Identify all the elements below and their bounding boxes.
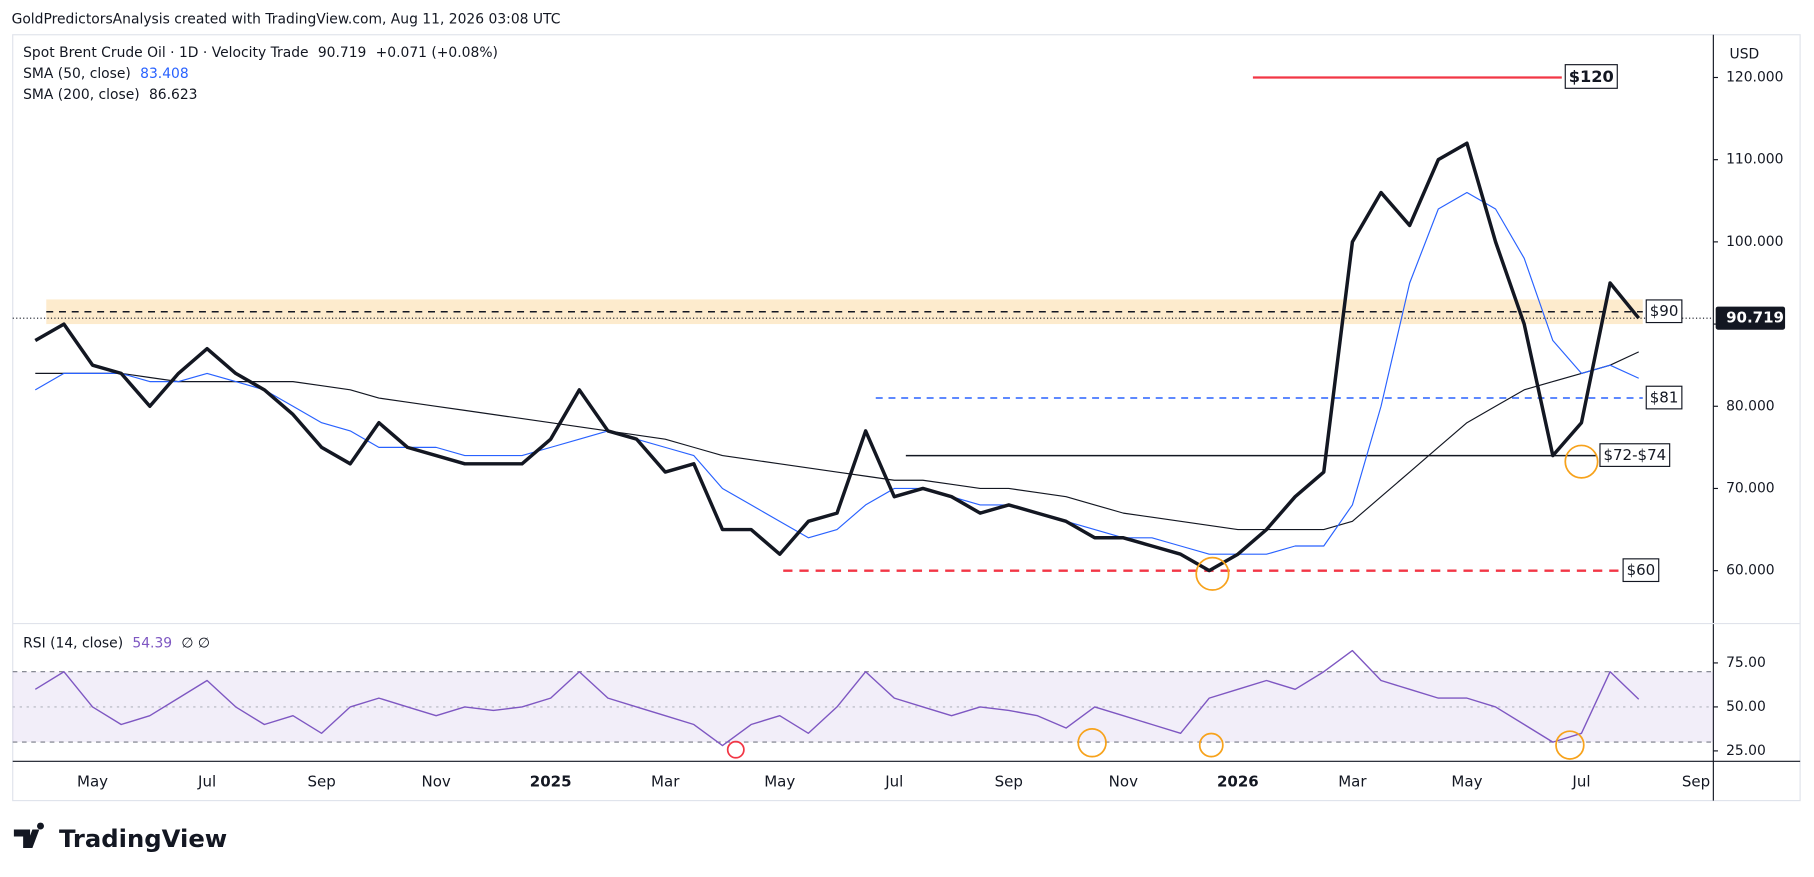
level-label-box: [1564, 64, 1618, 89]
x-tick-label: Nov: [421, 773, 450, 791]
level-label-box: [1645, 385, 1683, 410]
level-label: $120: [1569, 67, 1614, 86]
y-tick-label: 120.000: [1726, 69, 1783, 85]
series-line: [34, 141, 1641, 573]
logo-icon: [13, 822, 44, 849]
series-line: [34, 191, 1639, 555]
x-tick-label: May: [764, 773, 795, 791]
x-tick-label: 2026: [1217, 773, 1259, 791]
x-tick-label: Sep: [307, 773, 335, 791]
legend-value: 86.623: [149, 87, 198, 103]
logo-text: TradingView: [59, 824, 227, 853]
legend-change: +0.071 (+0.08%): [376, 45, 498, 61]
highlight-circle: [726, 740, 745, 759]
y-tick-label: 110.000: [1726, 152, 1783, 168]
legend-title: Spot Brent Crude Oil · 1D · Velocity Tra…: [23, 45, 308, 61]
x-tick-label: Sep: [1682, 773, 1710, 791]
y-tick-label: 25.00: [1726, 743, 1766, 759]
legend-entry: SMA (200, close): [23, 87, 140, 103]
highlight-circle: [1564, 444, 1599, 479]
logo: TradingView: [13, 822, 227, 853]
frame: [12, 34, 1801, 802]
legend-value: 83.408: [140, 66, 189, 82]
series-line: [35, 351, 1639, 531]
y-tick-label: 70.000: [1726, 480, 1775, 496]
y-tick-label: 75.00: [1726, 655, 1766, 671]
x-tick-label: Jul: [884, 773, 903, 791]
level-label-box: [1645, 299, 1683, 324]
header: GoldPredictorsAnalysis created with Trad…: [12, 12, 561, 28]
level-label: $60: [1627, 561, 1656, 579]
series-line: [34, 649, 1640, 747]
x-tick-label: Jul: [1571, 773, 1590, 791]
y-tick-label: 60.000: [1726, 563, 1775, 579]
legend-entry: RSI (14, close): [23, 635, 123, 651]
highlight-circle: [1198, 732, 1224, 758]
x-tick-label: May: [77, 773, 108, 791]
highlight-circle: [1077, 728, 1107, 758]
legend-flags: ∅ ∅: [181, 635, 210, 651]
highlight-circle: [1195, 556, 1230, 591]
x-tick-label: Mar: [651, 773, 680, 791]
y-tick-label: 50.00: [1726, 699, 1766, 715]
highlight-circle: [1555, 730, 1585, 760]
legend-value: 54.39: [132, 635, 172, 651]
x-tick-label: Jul: [197, 773, 216, 791]
currency: USD: [1730, 46, 1760, 62]
level-label-box: [1599, 443, 1671, 467]
x-tick-label: Sep: [995, 773, 1023, 791]
legend-entry: SMA (50, close): [23, 66, 131, 82]
y-tick-label: 80.000: [1726, 398, 1775, 414]
y-tick-label: 100.000: [1726, 234, 1783, 250]
x-tick-label: Mar: [1338, 773, 1367, 791]
last-price-label: 90.719: [1726, 309, 1784, 327]
level-label-box: [1622, 558, 1660, 583]
level-label: $81: [1650, 389, 1679, 407]
x-tick-label: Nov: [1109, 773, 1138, 791]
legend-value: 90.719: [318, 45, 367, 61]
level-label: $90: [1650, 302, 1679, 320]
x-tick-label: 2025: [530, 773, 572, 791]
level-label: $72-$74: [1603, 446, 1666, 464]
last-price-tag: [1715, 306, 1786, 330]
x-tick-label: May: [1451, 773, 1482, 791]
